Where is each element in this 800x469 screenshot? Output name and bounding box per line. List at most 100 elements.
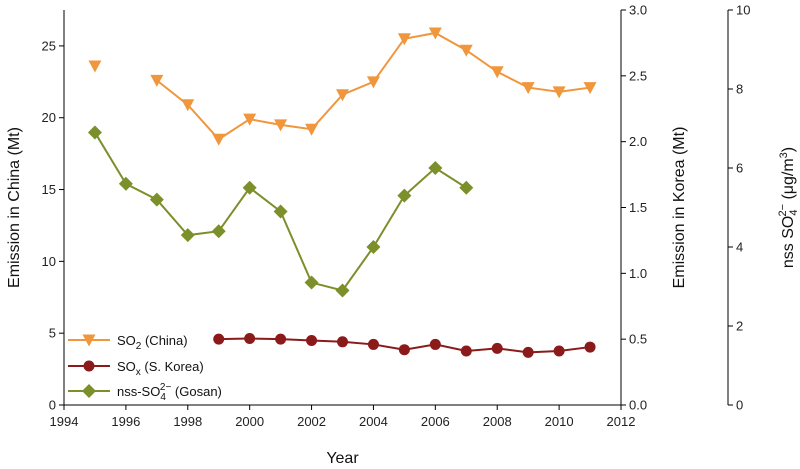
data-point-so2-china <box>181 99 195 112</box>
data-point-nss-gosan <box>366 240 381 254</box>
data-point-nss-gosan <box>397 188 412 203</box>
data-point-nss-gosan <box>118 176 133 191</box>
data-point-sox-korea <box>491 342 503 354</box>
legend-item-nss-gosan: nss-SO42− (Gosan) <box>68 382 222 403</box>
left-tick-label: 15 <box>42 182 56 197</box>
left-tick-label: 5 <box>49 326 56 341</box>
data-point-so2-china <box>243 113 257 126</box>
data-point-nss-gosan <box>273 204 288 219</box>
data-point-sox-korea <box>429 338 441 350</box>
korea-tick-label: 0.0 <box>629 398 647 413</box>
nss-tick-label: 2 <box>736 319 743 334</box>
x-tick-label: 2004 <box>359 414 388 429</box>
data-point-sox-korea <box>213 333 225 345</box>
left-axis-title: Emission in China (Mt) <box>6 127 23 288</box>
data-point-so2-china <box>274 119 288 132</box>
legend-label-rest: (China) <box>141 333 187 348</box>
legend-marker <box>82 334 96 347</box>
data-point-so2-china <box>490 66 504 79</box>
data-point-sox-korea <box>553 345 565 357</box>
nss-axis-title-unit: (μg/m <box>780 158 797 204</box>
korea-tick-label: 2.0 <box>629 134 647 149</box>
nss-tick-label: 8 <box>736 82 743 97</box>
data-point-nss-gosan <box>304 275 319 290</box>
x-tick-label: 2010 <box>545 414 574 429</box>
legend-label: SOx (S. Korea) <box>117 359 204 378</box>
data-point-sox-korea <box>337 336 348 348</box>
left-tick-label: 25 <box>42 38 56 53</box>
series-so2-china <box>88 27 597 146</box>
korea-tick-label: 3.0 <box>629 3 647 18</box>
legend-label-main: nss-SO <box>117 384 160 399</box>
x-tick-label: 1998 <box>173 414 202 429</box>
x-tick-label: 2006 <box>421 414 450 429</box>
data-point-sox-korea <box>460 345 472 357</box>
x-tick-label: 1996 <box>111 414 140 429</box>
data-point-so2-china <box>459 44 473 57</box>
legend-label-main: SO <box>117 359 136 374</box>
legend-label-main: SO <box>117 333 136 348</box>
data-point-sox-korea <box>306 334 318 346</box>
data-point-so2-china <box>366 76 380 89</box>
korea-tick-label: 2.5 <box>629 68 647 83</box>
nss-tick-label: 0 <box>736 398 743 413</box>
left-tick-label: 0 <box>49 398 56 413</box>
x-tick-label: 1994 <box>50 414 79 429</box>
x-tick-label: 2008 <box>483 414 512 429</box>
data-point-nss-gosan <box>87 125 102 140</box>
data-point-nss-gosan <box>211 224 226 239</box>
data-point-so2-china <box>552 86 566 99</box>
nss-axis-title-close: ) <box>780 147 797 152</box>
data-point-so2-china <box>336 89 349 102</box>
left-tick-label: 10 <box>42 254 56 269</box>
legend: SO2 (China) SOx (S. Korea) nss-SO42− (Gosa… <box>68 333 222 403</box>
data-point-nss-gosan <box>149 192 164 207</box>
nss-axis-title: nss SO42− (μg/m3) <box>777 147 800 268</box>
data-point-nss-gosan <box>335 283 350 298</box>
data-point-sox-korea <box>244 333 256 345</box>
data-point-sox-korea <box>522 346 534 358</box>
data-point-so2-china <box>583 82 597 95</box>
data-point-so2-china <box>88 60 102 73</box>
legend-item-so2-china: SO2 (China) <box>68 333 188 352</box>
axes: 1994 1996 1998 2000 2002 2004 2006 2008 2010 2012… <box>6 3 800 468</box>
x-tick-label: 2012 <box>607 414 636 429</box>
data-point-sox-korea <box>367 338 379 350</box>
legend-label-rest: (Gosan) <box>171 384 222 399</box>
legend-label: nss-SO42− (Gosan) <box>117 382 222 403</box>
nss-axis-title-main: nss SO <box>780 216 797 268</box>
legend-marker <box>83 360 95 372</box>
data-point-nss-gosan <box>428 161 443 175</box>
x-tick-label: 2002 <box>297 414 326 429</box>
nss-tick-label: 4 <box>736 240 743 255</box>
data-point-nss-gosan <box>459 180 474 195</box>
legend-label-sub: 4 <box>160 392 166 403</box>
data-point-so2-china <box>150 74 164 87</box>
nss-axis-title-sub: 4 <box>788 210 800 216</box>
korea-tick-label: 1.5 <box>629 200 647 215</box>
data-point-sox-korea <box>584 341 596 353</box>
korea-tick-label: 0.5 <box>629 332 647 347</box>
series-sox-korea <box>213 333 596 358</box>
data-point-nss-gosan <box>180 228 195 243</box>
data-point-so2-china <box>397 33 411 46</box>
nss-tick-label: 10 <box>736 3 750 18</box>
korea-axis-title: Emission in Korea (Mt) <box>671 127 688 289</box>
legend-label-sup: 2− <box>160 382 172 393</box>
data-point-so2-china <box>428 27 442 40</box>
korea-tick-label: 1.0 <box>629 266 647 281</box>
series-layer <box>87 27 597 358</box>
data-point-nss-gosan <box>242 180 257 195</box>
legend-marker <box>82 384 96 398</box>
series-nss-gosan <box>87 125 474 298</box>
legend-label: SO2 (China) <box>117 333 188 352</box>
data-point-sox-korea <box>398 344 410 356</box>
left-tick-label: 20 <box>42 110 56 125</box>
x-tick-label: 2000 <box>235 414 264 429</box>
nss-axis-title-sup: 2− <box>777 204 789 217</box>
x-axis-title: Year <box>326 450 359 467</box>
data-point-sox-korea <box>275 333 287 345</box>
data-point-so2-china <box>305 123 319 136</box>
nss-axis-title-unit-sup: 3 <box>778 152 790 158</box>
